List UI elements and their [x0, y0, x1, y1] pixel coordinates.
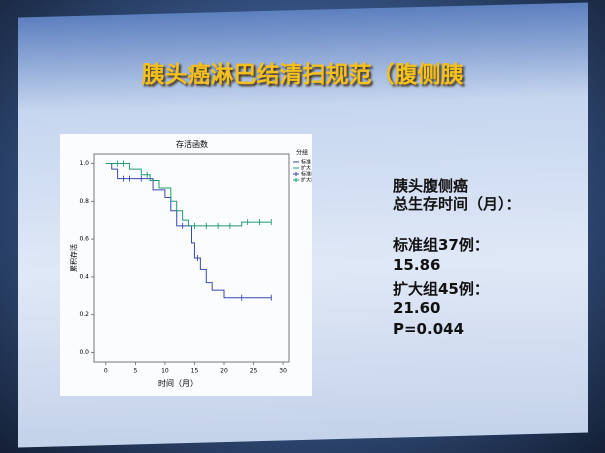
side-text: 总生存时间（月）：: [393, 195, 521, 213]
side-text: 扩大组45例：: [393, 280, 489, 298]
legend-label: 标准已检查: [301, 171, 312, 178]
x-tick-label: 0: [104, 368, 108, 375]
y-axis-label: 累积存活: [69, 244, 78, 272]
chart-bg: [60, 134, 312, 396]
side-text: 胰头腹侧癌: [393, 177, 469, 195]
legend-label: 扩大已检查: [301, 177, 312, 184]
x-tick-label: 20: [220, 368, 228, 375]
chart: 存活函数 时间（月） 累积存活 0 5 10 15 20 25 30 0.0 0.2 0.4 0.6…: [60, 134, 312, 396]
side-text: 标准组37例：: [393, 236, 489, 254]
legend-title: 分组: [296, 149, 308, 157]
x-tick-label: 30: [279, 368, 287, 375]
slide-title: 胰头癌淋巴结清扫规范（腹侧胰: [141, 62, 464, 88]
x-tick-label: 10: [161, 368, 169, 375]
x-tick-label: 5: [133, 368, 137, 375]
side-text: 21.60: [393, 299, 441, 317]
plot-frame: [93, 153, 290, 363]
y-tick-label: 0.4: [79, 273, 89, 280]
y-tick-label: 0.2: [79, 311, 89, 318]
legend-label: 扩大: [301, 165, 311, 172]
x-axis-label: 时间（月）: [158, 378, 198, 388]
y-tick-label: 0.0: [79, 349, 89, 356]
legend-swatch: [293, 172, 299, 176]
side-text: 15.86: [393, 256, 441, 274]
survival-curve: [105, 162, 272, 227]
x-tick-label: 25: [250, 368, 258, 375]
x-tick-label: 15: [191, 368, 199, 375]
y-tick-label: 0.6: [79, 236, 89, 243]
y-tick-label: 0.8: [79, 198, 89, 205]
y-tick-label: 1.0: [79, 160, 89, 167]
legend-label: 标准: [301, 159, 311, 166]
side-text: P=0.044: [393, 320, 465, 338]
legend-swatch: [293, 178, 299, 182]
chart-title: 存活函数: [176, 139, 208, 149]
